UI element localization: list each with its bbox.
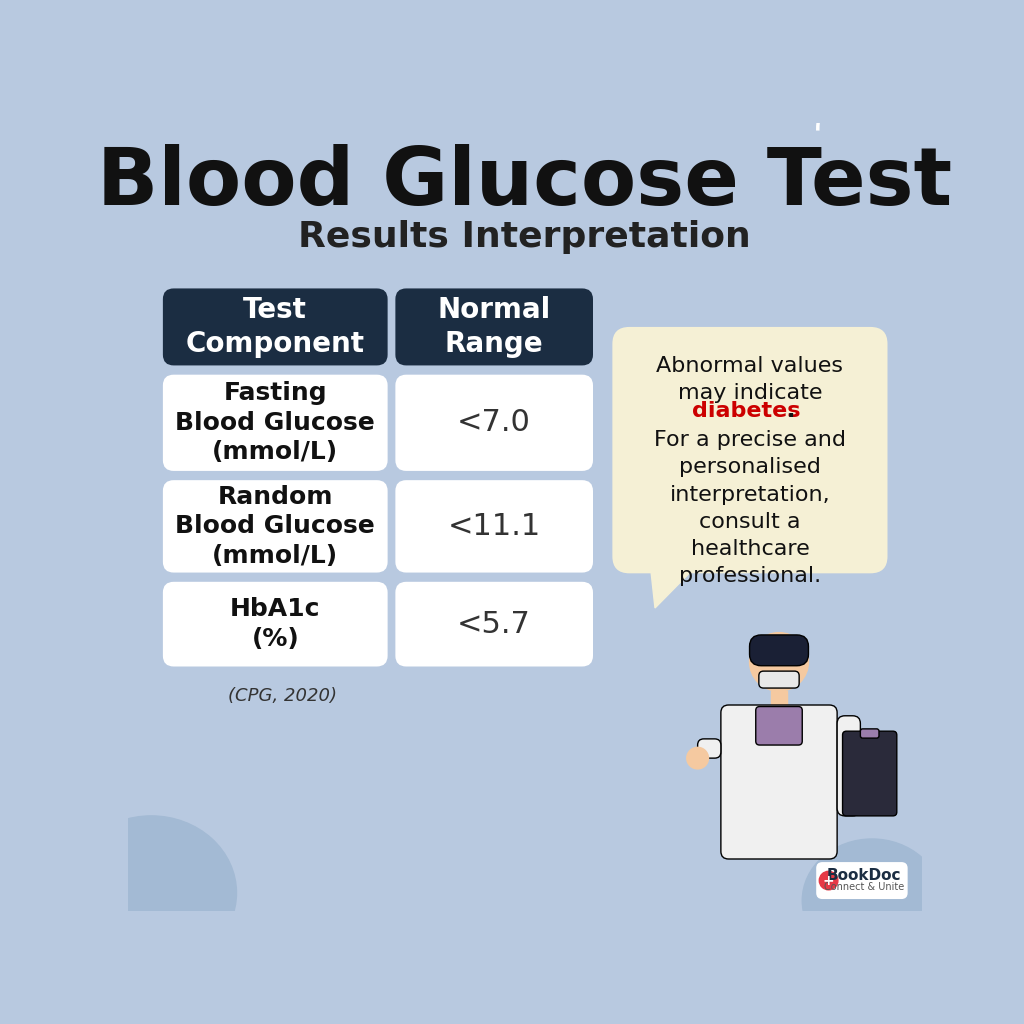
Text: (CPG, 2020): (CPG, 2020) — [228, 686, 338, 705]
Text: .: . — [787, 400, 796, 421]
Ellipse shape — [66, 816, 237, 970]
FancyBboxPatch shape — [163, 480, 388, 572]
Circle shape — [750, 633, 809, 691]
FancyBboxPatch shape — [395, 582, 593, 667]
FancyBboxPatch shape — [860, 729, 879, 738]
Text: BookDoc: BookDoc — [827, 867, 901, 883]
Text: <11.1: <11.1 — [447, 512, 541, 541]
Text: Fasting
Blood Glucose
(mmol/L): Fasting Blood Glucose (mmol/L) — [175, 381, 375, 465]
Text: diabetes: diabetes — [692, 400, 801, 421]
Ellipse shape — [802, 839, 942, 963]
Text: HbA1c
(%): HbA1c (%) — [230, 597, 321, 651]
FancyBboxPatch shape — [756, 707, 802, 745]
Bar — [771, 691, 786, 705]
Text: <7.0: <7.0 — [458, 409, 531, 437]
Text: <5.7: <5.7 — [458, 609, 531, 639]
FancyBboxPatch shape — [697, 739, 721, 758]
Text: Test
Component: Test Component — [185, 296, 365, 358]
Text: Blood Glucose Test: Blood Glucose Test — [97, 144, 952, 222]
FancyBboxPatch shape — [721, 705, 838, 859]
Polygon shape — [651, 572, 690, 608]
Circle shape — [687, 748, 709, 769]
FancyBboxPatch shape — [395, 375, 593, 471]
Text: Random
Blood Glucose
(mmol/L): Random Blood Glucose (mmol/L) — [175, 484, 375, 568]
Text: Results Interpretation: Results Interpretation — [298, 220, 752, 254]
Text: Normal
Range: Normal Range — [437, 296, 551, 358]
FancyBboxPatch shape — [163, 582, 388, 667]
Text: Abnormal values
may indicate: Abnormal values may indicate — [656, 356, 844, 403]
FancyBboxPatch shape — [395, 480, 593, 572]
FancyBboxPatch shape — [759, 671, 799, 688]
FancyBboxPatch shape — [163, 375, 388, 471]
Circle shape — [819, 871, 838, 890]
FancyBboxPatch shape — [612, 327, 888, 573]
FancyBboxPatch shape — [838, 716, 860, 816]
FancyBboxPatch shape — [750, 635, 809, 666]
Text: +: + — [823, 873, 835, 888]
Text: For a precise and
personalised
interpretation,
consult a
healthcare
professional: For a precise and personalised interpret… — [654, 430, 846, 586]
FancyBboxPatch shape — [843, 731, 897, 816]
FancyBboxPatch shape — [163, 289, 388, 366]
FancyBboxPatch shape — [395, 289, 593, 366]
Text: Connect & Unite: Connect & Unite — [824, 882, 904, 892]
FancyBboxPatch shape — [816, 862, 907, 899]
